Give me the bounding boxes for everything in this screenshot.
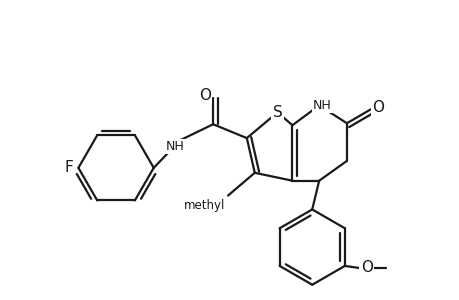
Text: NH: NH: [312, 99, 331, 112]
Text: O: O: [199, 88, 211, 103]
Text: F: F: [64, 160, 73, 175]
Text: methyl: methyl: [183, 199, 224, 212]
Text: S: S: [272, 105, 282, 120]
Text: NH: NH: [166, 140, 185, 152]
Text: O: O: [360, 260, 372, 275]
Text: O: O: [372, 100, 384, 115]
